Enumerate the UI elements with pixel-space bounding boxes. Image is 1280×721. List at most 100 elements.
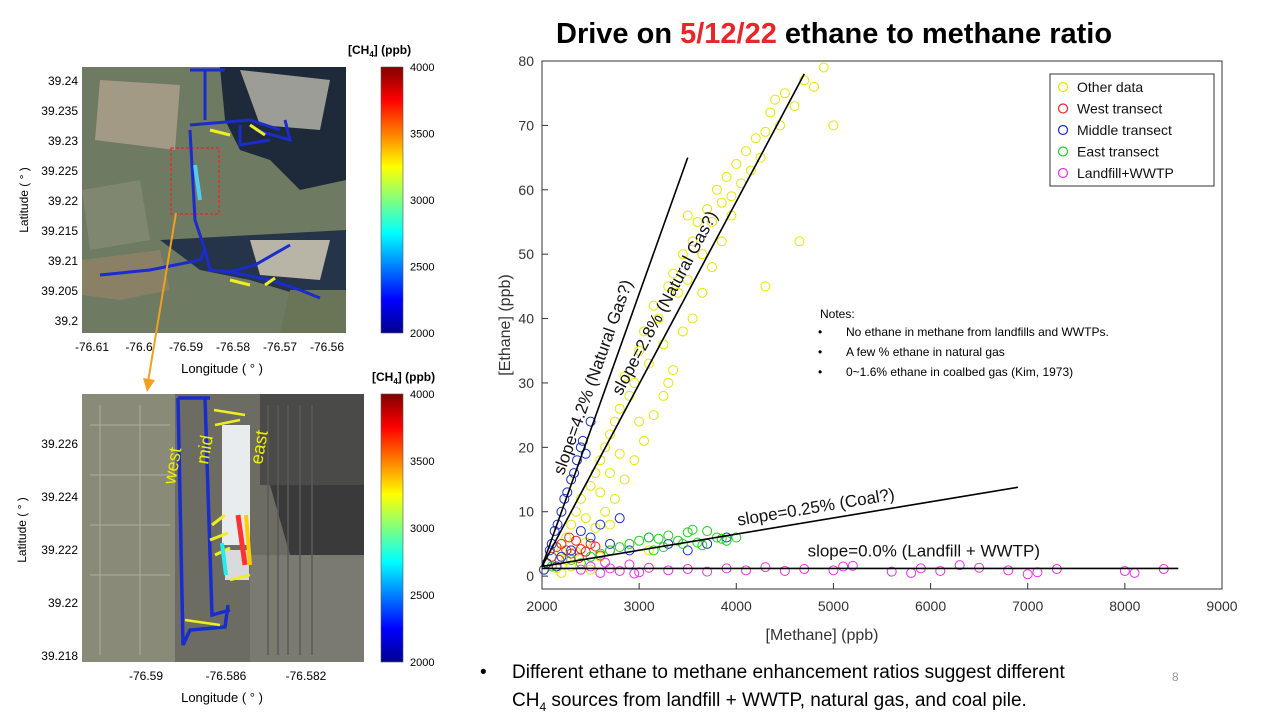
map-y-tick-label: 39.22 — [48, 194, 78, 208]
map-y-tick-label: 39.224 — [41, 490, 78, 504]
data-point — [799, 75, 810, 86]
data-point — [668, 365, 679, 376]
map-x-tick-label: -76.57 — [263, 340, 297, 354]
note-bullet-2: • — [818, 345, 822, 359]
data-point — [580, 448, 591, 459]
note-bullet-1: • — [818, 325, 822, 339]
map-y-tick-label: 39.205 — [41, 284, 78, 298]
data-point — [702, 526, 713, 537]
legend-box — [1049, 73, 1215, 187]
data-point — [779, 565, 790, 576]
y-tick-label: 50 — [518, 246, 534, 262]
data-point — [614, 448, 625, 459]
x-axis-label: [Methane] (ppb) — [766, 627, 879, 644]
data-point — [765, 107, 776, 118]
data-point — [643, 545, 654, 556]
data-point — [546, 561, 557, 572]
series-other-data — [538, 62, 839, 578]
map-top-colorbar-ticks: 4000 3500 3000 2500 2000 — [410, 62, 434, 340]
map-bottom-xlabel: Longitude ( ° ) — [181, 690, 263, 705]
x-tick-label: 2000 — [526, 598, 557, 614]
y-axis-ticks: 0 10 20 30 40 50 60 70 80 — [518, 53, 548, 584]
data-point — [624, 538, 635, 549]
data-point — [682, 274, 693, 285]
x-tick-label: 7000 — [1012, 598, 1043, 614]
data-point — [663, 377, 674, 388]
data-point — [760, 281, 771, 292]
data-point — [634, 535, 645, 546]
data-point — [716, 533, 727, 544]
x-tick-label: 9000 — [1206, 598, 1237, 614]
note-3: 0~1.6% ethane in coalbed gas (Kim, 1973) — [846, 365, 1073, 379]
legend-label: Other data — [1077, 79, 1143, 95]
data-point — [682, 545, 693, 556]
data-point — [1022, 569, 1033, 580]
data-point — [566, 555, 577, 566]
data-point — [595, 487, 606, 498]
data-point — [614, 403, 625, 414]
data-point — [575, 526, 586, 537]
scatter-chart: 2000 3000 4000 5000 6000 7000 8000 9000 0 10 20 30… — [497, 53, 1238, 644]
map-x-tick-label: -76.58 — [216, 340, 250, 354]
map-y-tick-label: 39.2 — [55, 314, 79, 328]
legend-label: Landfill+WWTP — [1077, 165, 1174, 181]
data-point — [590, 522, 601, 533]
notes-box: Notes: • No ethane in methane from landf… — [818, 307, 1109, 379]
data-point — [571, 455, 582, 466]
data-point — [653, 533, 664, 544]
data-point — [629, 377, 640, 388]
page-number: 8 — [1172, 670, 1179, 684]
data-point — [549, 526, 560, 537]
data-point — [564, 532, 575, 543]
map-y-tick-label: 39.24 — [48, 74, 78, 88]
zoom-arrow — [143, 212, 177, 392]
data-point — [818, 62, 829, 73]
colorbar-tick-label: 4000 — [410, 62, 434, 74]
data-point — [687, 313, 698, 324]
data-point — [614, 565, 625, 576]
map-bottom-colorbar-label: [CH4] (ppb) — [372, 370, 435, 386]
data-point — [556, 551, 567, 562]
data-point — [595, 519, 606, 530]
map-y-tick-label: 39.222 — [41, 543, 78, 557]
data-point — [619, 474, 630, 485]
note-bullet-3: • — [818, 365, 822, 379]
data-point — [687, 524, 698, 535]
data-point — [760, 126, 771, 137]
data-point — [1003, 565, 1014, 576]
colorbar-tick-label: 2000 — [410, 657, 434, 669]
data-point — [682, 527, 693, 538]
data-point — [828, 120, 839, 131]
y-tick-label: 60 — [518, 182, 534, 198]
map-x-tick-label: -76.586 — [206, 669, 247, 683]
data-point — [648, 545, 659, 556]
data-point — [954, 560, 965, 571]
data-point — [585, 564, 596, 575]
x-tick-label: 3000 — [624, 598, 655, 614]
colorbar-tick-label: 3500 — [410, 456, 434, 468]
map-top-xlabel: Longitude ( ° ) — [181, 361, 263, 376]
data-point — [605, 519, 615, 530]
x-axis-ticks: 2000 3000 4000 5000 6000 7000 8000 9000 — [526, 583, 1238, 614]
data-point — [571, 535, 581, 546]
map-y-tick-label: 39.21 — [48, 254, 78, 268]
data-point — [614, 542, 625, 553]
data-point — [556, 506, 567, 517]
colorbar-tick-label: 2500 — [410, 262, 434, 274]
data-point — [721, 171, 732, 182]
map-bottom-x-ticks: -76.59 -76.586 -76.582 — [129, 669, 327, 683]
data-point — [760, 562, 771, 573]
data-point — [634, 345, 645, 356]
data-point — [682, 210, 693, 221]
y-tick-label: 70 — [518, 117, 534, 133]
note-1: No ethane in methane from landfills and … — [846, 325, 1109, 339]
data-point — [551, 561, 562, 572]
transect-label-mid: mid — [192, 434, 217, 466]
data-point — [639, 435, 649, 446]
data-point — [721, 532, 732, 543]
map-y-tick-label: 39.218 — [41, 649, 78, 663]
data-point — [1119, 565, 1130, 576]
data-point — [643, 358, 654, 369]
title-date: 5/12/22 — [680, 18, 777, 50]
bullet-line-2: CH4 sources from landfill + WWTP, natura… — [512, 690, 1027, 714]
